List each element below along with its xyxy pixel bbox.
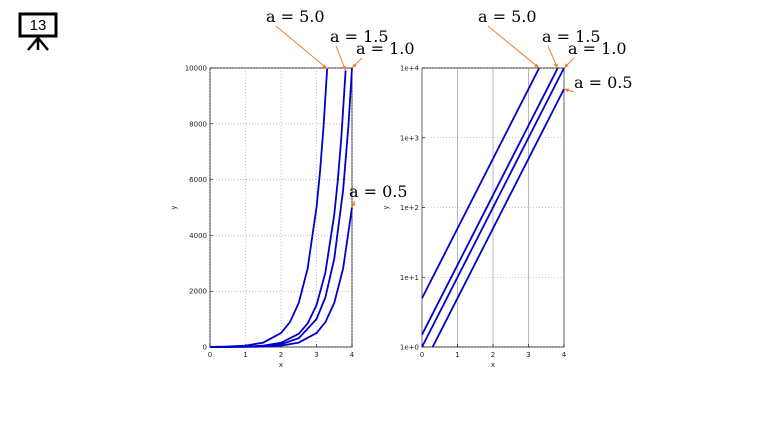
plot-area xyxy=(209,67,353,348)
x-tick-label: 1 xyxy=(455,351,459,359)
series-annotation: a = 1.5 xyxy=(330,27,389,46)
y-axis-label: y xyxy=(382,205,390,209)
series-annotation: a = 1.5 xyxy=(542,27,601,46)
series-annotation: a = 0.5 xyxy=(574,73,633,92)
y-tick-label: 10000 xyxy=(185,65,207,73)
series-annotation: a = 1.0 xyxy=(356,39,415,58)
x-tick-label: 1 xyxy=(243,351,247,359)
series-line xyxy=(421,67,559,336)
x-tick-label: 0 xyxy=(420,351,424,359)
y-tick-label: 1e+4 xyxy=(400,65,420,73)
x-tick-label: 4 xyxy=(350,351,355,359)
annotation-arrow xyxy=(487,25,540,69)
x-tick-label: 2 xyxy=(491,351,495,359)
arrow-head xyxy=(322,64,328,69)
slide-number-icon: 13 xyxy=(18,12,58,51)
y-axis-label: y xyxy=(170,205,178,209)
x-axis-label: x xyxy=(491,361,495,369)
x-axis-label: x xyxy=(279,361,283,369)
y-tick-label: 4000 xyxy=(189,232,207,240)
x-tick-label: 3 xyxy=(314,351,318,359)
icon-leg xyxy=(27,37,39,51)
series-annotation: a = 5.0 xyxy=(266,7,325,26)
arrow-head xyxy=(553,63,558,69)
arrow-head xyxy=(564,63,569,68)
series-line xyxy=(421,67,565,348)
y-tick-label: 1e+0 xyxy=(400,344,419,352)
y-tick-label: 2000 xyxy=(189,288,207,296)
slide-number: 13 xyxy=(30,17,47,34)
x-tick-label: 0 xyxy=(208,351,212,359)
y-tick-label: 0 xyxy=(203,344,207,352)
series-annotation: a = 5.0 xyxy=(478,7,537,26)
arrow-head xyxy=(352,202,356,208)
x-tick-label: 4 xyxy=(562,351,567,359)
x-tick-label: 2 xyxy=(279,351,283,359)
series-annotation: a = 0.5 xyxy=(349,182,408,201)
series-line xyxy=(209,207,353,348)
series-annotation: a = 1.0 xyxy=(568,39,627,58)
y-tick-label: 1e+1 xyxy=(400,274,419,282)
series-line xyxy=(431,88,565,348)
arrow-head xyxy=(534,63,540,69)
icon-leg xyxy=(37,37,49,51)
y-tick-label: 1e+2 xyxy=(400,204,419,212)
arrow-head xyxy=(352,63,357,68)
annotation-arrow xyxy=(275,25,328,70)
x-tick-label: 3 xyxy=(526,351,530,359)
arrow-head xyxy=(342,65,346,71)
y-tick-label: 6000 xyxy=(189,176,207,184)
arrow-head xyxy=(564,88,569,93)
y-tick-label: 8000 xyxy=(189,120,207,128)
y-tick-label: 1e+3 xyxy=(400,134,419,142)
series-line xyxy=(421,67,540,299)
